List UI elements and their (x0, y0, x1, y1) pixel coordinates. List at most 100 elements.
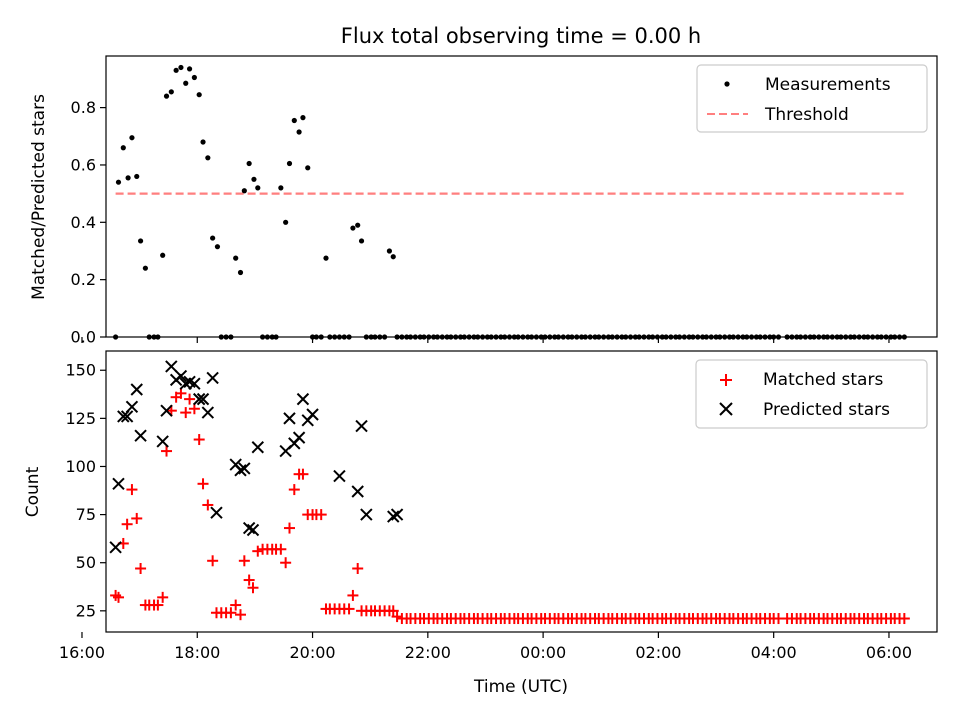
matched-star-point (126, 484, 138, 496)
measurement-point (214, 244, 221, 250)
matched-star-point (135, 562, 147, 574)
matched-star-point (193, 434, 205, 446)
measurement-point (129, 135, 135, 141)
bottom-y-axis-label: Count (23, 466, 43, 517)
legend-marker-predicted (719, 402, 733, 416)
predicted-star-point (156, 435, 169, 448)
predicted-star-point (206, 371, 219, 385)
y-tick-label: 0.8 (71, 98, 96, 117)
legend-label-predicted: Predicted stars (763, 400, 890, 420)
matched-star-point (197, 478, 209, 490)
matched-star-point (297, 468, 309, 480)
bottom-plot-frame (105, 350, 938, 633)
measurement-point (168, 89, 174, 95)
predicted-star-point (130, 383, 143, 396)
matched-star-point (121, 518, 133, 530)
measurement-point (386, 248, 393, 254)
predicted-star-point (125, 400, 139, 414)
y-tick-label: 150 (65, 361, 96, 380)
measurement-point (358, 238, 365, 244)
measurement-point (183, 80, 189, 86)
predicted-star-point (355, 419, 368, 433)
matched-star-point (152, 599, 164, 611)
measurement-point (390, 254, 396, 260)
y-tick-label: 0.4 (71, 213, 96, 232)
matched-star-point (131, 512, 143, 524)
y-tick-label: 100 (65, 457, 96, 476)
measurement-point (300, 115, 306, 121)
x-tick-label: 00:00 (520, 643, 566, 662)
matched-star-point (343, 603, 355, 615)
measurement-point (241, 188, 247, 194)
measurement-point (178, 64, 184, 71)
y-tick-label: 50 (76, 553, 96, 572)
predicted-star-point (165, 360, 178, 373)
predicted-star-point (296, 392, 310, 406)
measurement-point (255, 185, 261, 191)
matched-star-point (315, 509, 327, 521)
matched-star-point (238, 555, 250, 567)
x-tick-label: 06:00 (866, 643, 912, 662)
predicted-star-point (390, 508, 404, 521)
predicted-star-point (210, 506, 223, 519)
predicted-star-point (134, 429, 147, 442)
y-tick-label: 0.0 (71, 328, 96, 347)
matched-star-point (347, 589, 359, 601)
legend-label-threshold: Threshold (764, 105, 849, 125)
legend-marker-measurements (724, 81, 730, 87)
y-tick-label: 25 (76, 601, 96, 620)
measurement-point (323, 255, 329, 261)
predicted-star-point (160, 404, 173, 417)
top-legend: Measurements Threshold (696, 64, 928, 133)
measurement-point (210, 235, 216, 241)
measurement-point (163, 93, 170, 99)
matched-star-point (112, 591, 124, 603)
matched-star-point (252, 545, 264, 557)
measurement-point (173, 67, 179, 73)
predicted-star-point (351, 485, 364, 498)
measurement-point (355, 222, 361, 228)
x-tick-label: 04:00 (751, 643, 797, 662)
measurement-point (291, 117, 297, 124)
predicted-star-point (201, 406, 215, 419)
predicted-star-point (242, 521, 256, 535)
predicted-star-point (283, 412, 296, 425)
matched-star-point (288, 484, 300, 496)
x-tick-label: 16:00 (59, 643, 105, 662)
matched-star-point (247, 582, 259, 594)
measurement-point (137, 238, 144, 244)
x-axis-label: Time (UTC) (473, 677, 568, 697)
x-tick-label: 18:00 (174, 643, 220, 662)
measurement-point (246, 160, 252, 167)
matched-star-point (898, 613, 910, 625)
bottom-x-ticks: 16:00 18:00 20:00 22:00 00:00 02:00 04:00 06:00 (59, 632, 912, 662)
matched-star-point (280, 557, 292, 569)
y-tick-label: 0.2 (71, 270, 96, 289)
measurement-point (134, 173, 140, 180)
y-tick-label: 0.6 (71, 155, 96, 174)
legend-label-measurements: Measurements (765, 75, 891, 95)
matched-star-point (283, 522, 295, 534)
measurement-point (251, 176, 257, 182)
predicted-star-point (292, 431, 306, 444)
measurement-point (142, 265, 148, 271)
measurement-point (283, 219, 289, 225)
predicted-star-point (234, 464, 247, 477)
measurement-point (160, 252, 166, 258)
matched-star-point (184, 393, 196, 405)
bottom-data-layer (109, 360, 910, 625)
bottom-y-ticks: 25 50 75 100 125 150 (65, 361, 106, 620)
predicted-star-point (306, 408, 319, 421)
top-plot-frame (105, 55, 938, 338)
matched-star-point (275, 543, 287, 555)
matched-star-point (180, 407, 192, 419)
predicted-star-point (112, 477, 125, 491)
x-tick-label: 02:00 (635, 643, 681, 662)
predicted-star-point (238, 462, 251, 475)
measurement-point (196, 92, 202, 98)
measurement-point (125, 175, 131, 181)
matched-star-point (157, 591, 169, 603)
measurement-point (296, 129, 302, 135)
legend-label-matched: Matched stars (763, 370, 883, 390)
matched-star-point (387, 605, 399, 617)
